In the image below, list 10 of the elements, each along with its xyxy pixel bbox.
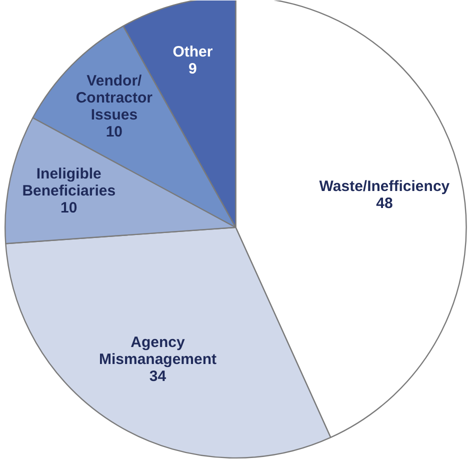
data-label: 10 [60,200,78,217]
data-label: 10 [106,123,123,140]
slice-label: Ineligible Beneficiaries [22,166,116,200]
slice-label: Agency Mismanagement [98,334,217,368]
slice-label: Other [172,44,213,61]
slice-label: Vendor/ Contractor Issues [76,72,153,124]
data-label: 48 [376,194,393,212]
data-label: 9 [188,60,197,78]
slice-label: Waste/Inefficiency [319,178,450,195]
data-label: 34 [149,368,167,385]
